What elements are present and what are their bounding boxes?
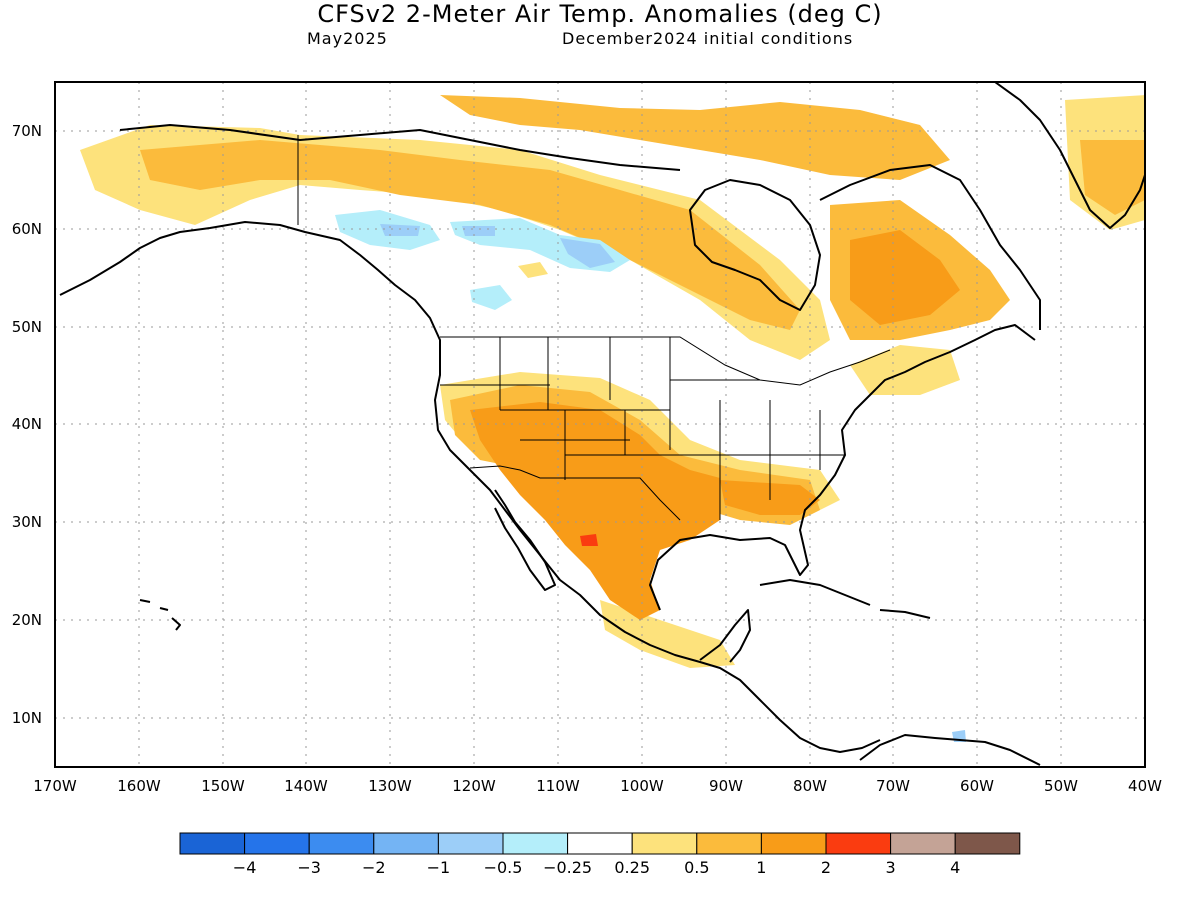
lon-label-60w: 60W bbox=[960, 777, 994, 795]
legend-swatch-8 bbox=[696, 832, 762, 855]
legend-label-0: −4 bbox=[233, 858, 257, 877]
legend-swatch-4 bbox=[437, 832, 504, 855]
legend-label-11: 4 bbox=[950, 858, 960, 877]
forecast-month: May2025 bbox=[307, 29, 388, 48]
lon-label-130w: 130W bbox=[368, 777, 412, 795]
color-legend: −4 −3 −2 −1 −0.5 −0.25 0.25 0.5 1 2 3 4 bbox=[179, 832, 1021, 877]
legend-swatch-1 bbox=[244, 832, 310, 855]
legend-swatch-3 bbox=[373, 832, 439, 855]
legend-swatch-12 bbox=[954, 832, 1021, 855]
lon-label-150w: 150W bbox=[201, 777, 245, 795]
legend-label-5: −0.25 bbox=[543, 858, 592, 877]
coastlines bbox=[59, 82, 1145, 766]
legend-label-7: 0.5 bbox=[684, 858, 709, 877]
lon-label-160w: 160W bbox=[117, 777, 161, 795]
legend-swatch-11 bbox=[890, 832, 956, 855]
legend-label-4: −0.5 bbox=[484, 858, 523, 877]
lon-label-110w: 110W bbox=[536, 777, 580, 795]
legend-swatch-9 bbox=[760, 832, 827, 855]
boundaries bbox=[297, 135, 891, 521]
legend-swatch-6 bbox=[567, 832, 633, 855]
legend-label-1: −3 bbox=[297, 858, 321, 877]
lon-label-70w: 70W bbox=[876, 777, 910, 795]
legend-label-3: −1 bbox=[427, 858, 451, 877]
legend-swatch-5 bbox=[502, 832, 569, 855]
lat-label-70n: 70N bbox=[12, 122, 42, 140]
anomaly-1-2 bbox=[470, 230, 960, 620]
lat-label-50n: 50N bbox=[12, 318, 42, 336]
legend-label-2: −2 bbox=[362, 858, 386, 877]
lon-label-80w: 80W bbox=[793, 777, 827, 795]
legend-swatch-10 bbox=[825, 832, 892, 855]
initial-conditions: December2024 initial conditions bbox=[562, 29, 854, 48]
map-title: CFSv2 2-Meter Air Temp. Anomalies (deg C… bbox=[317, 0, 883, 28]
legend-label-10: 3 bbox=[886, 858, 896, 877]
lon-label-40w: 40W bbox=[1128, 777, 1162, 795]
lat-label-60n: 60N bbox=[12, 220, 42, 238]
lat-label-20n: 20N bbox=[12, 611, 42, 629]
legend-label-9: 2 bbox=[821, 858, 831, 877]
map-frame bbox=[54, 81, 1146, 768]
legend-label-6: 0.25 bbox=[614, 858, 650, 877]
lon-label-50w: 50W bbox=[1044, 777, 1078, 795]
lon-label-170w: 170W bbox=[33, 777, 77, 795]
legend-swatch-2 bbox=[308, 832, 375, 855]
anomaly-2-3 bbox=[580, 534, 598, 546]
map-body bbox=[55, 82, 1145, 767]
legend-label-8: 1 bbox=[756, 858, 766, 877]
lon-label-100w: 100W bbox=[620, 777, 664, 795]
lat-label-10n: 10N bbox=[12, 709, 42, 727]
legend-swatch-0 bbox=[179, 832, 246, 855]
lon-label-90w: 90W bbox=[709, 777, 743, 795]
lat-label-30n: 30N bbox=[12, 513, 42, 531]
lon-label-140w: 140W bbox=[284, 777, 328, 795]
lon-label-120w: 120W bbox=[452, 777, 496, 795]
legend-swatch-7 bbox=[631, 832, 698, 855]
lat-label-40n: 40N bbox=[12, 415, 42, 433]
graticule bbox=[55, 82, 1145, 767]
